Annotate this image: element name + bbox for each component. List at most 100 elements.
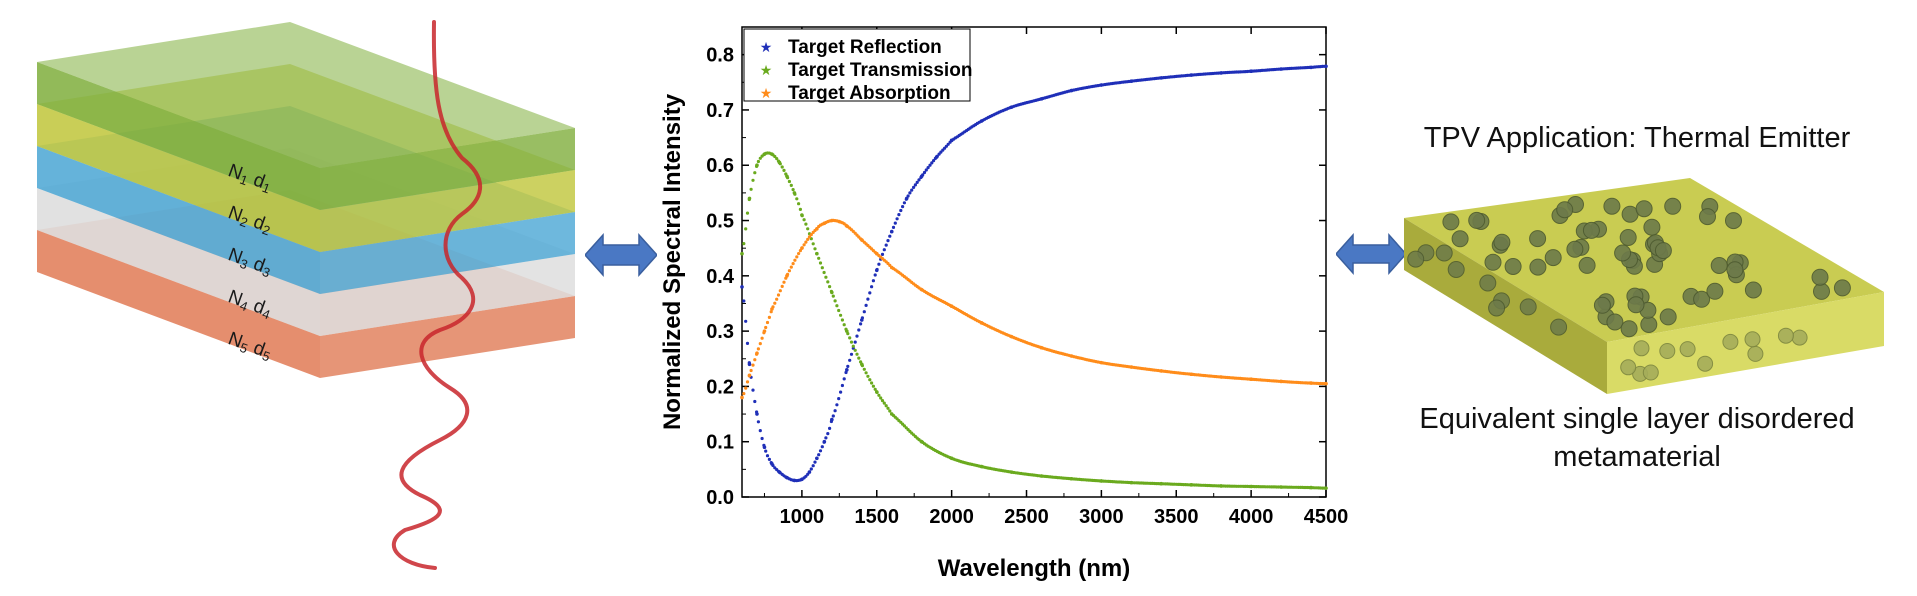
nanoparticle bbox=[1488, 299, 1506, 317]
nanoparticle bbox=[1556, 201, 1574, 219]
nanoparticle bbox=[1544, 249, 1562, 267]
nanoparticle bbox=[1706, 282, 1724, 300]
curve-marker bbox=[824, 436, 828, 440]
curve-marker bbox=[789, 183, 793, 187]
x-tick-label: 3000 bbox=[1079, 506, 1124, 528]
curve-marker bbox=[866, 374, 870, 378]
curve-marker bbox=[868, 378, 872, 382]
curve-marker bbox=[899, 208, 903, 213]
curve-marker bbox=[798, 249, 802, 253]
legend-entry: Target Reflection bbox=[788, 37, 942, 58]
curve-marker bbox=[762, 443, 766, 447]
curve-marker bbox=[860, 364, 864, 368]
nanoparticle bbox=[1833, 279, 1851, 297]
curve-marker bbox=[751, 178, 755, 182]
double-arrow-right bbox=[1336, 233, 1406, 275]
curve-marker bbox=[922, 170, 927, 175]
x-tick-label: 4500 bbox=[1304, 506, 1349, 528]
layer-front-face bbox=[37, 188, 320, 336]
nanoparticle bbox=[1659, 343, 1676, 359]
x-tick-label: 2500 bbox=[1004, 506, 1049, 528]
curve-marker bbox=[769, 461, 773, 465]
curve-marker bbox=[778, 289, 782, 293]
curve-marker bbox=[809, 233, 813, 237]
curve-marker bbox=[888, 234, 892, 238]
curve-marker bbox=[802, 243, 806, 247]
curve-marker bbox=[744, 227, 748, 231]
curve-marker bbox=[786, 272, 790, 276]
y-tick-label: 0.2 bbox=[706, 376, 734, 398]
curve-marker bbox=[844, 327, 848, 331]
nanoparticle bbox=[1550, 318, 1568, 336]
curve-marker bbox=[782, 280, 786, 284]
curve-marker bbox=[822, 440, 826, 444]
curve-marker bbox=[760, 336, 764, 340]
curve-marker bbox=[828, 426, 832, 430]
series-target-transmission bbox=[740, 151, 1328, 490]
curve-marker bbox=[866, 297, 870, 301]
curve-marker bbox=[771, 463, 775, 468]
curve-marker bbox=[742, 392, 746, 396]
curve-marker bbox=[864, 303, 868, 307]
curve-marker bbox=[755, 164, 759, 168]
curve-marker bbox=[751, 363, 755, 367]
y-tick-label: 0.8 bbox=[706, 45, 734, 67]
nanoparticle bbox=[1633, 340, 1650, 357]
curve-marker bbox=[751, 388, 755, 392]
legend-marker: ★ bbox=[760, 62, 773, 78]
curve-marker bbox=[820, 445, 824, 449]
curve-marker bbox=[813, 460, 817, 464]
curve-marker bbox=[835, 403, 839, 407]
curve-marker bbox=[776, 159, 781, 163]
layer-label-4: N4d4 bbox=[225, 286, 275, 322]
nanoparticle bbox=[1407, 250, 1425, 268]
y-tick-label: 0.0 bbox=[706, 487, 734, 509]
curve-marker bbox=[756, 347, 760, 351]
curve-marker bbox=[824, 275, 828, 279]
curve-marker bbox=[855, 352, 859, 356]
curve-marker bbox=[839, 313, 843, 317]
nanoparticle bbox=[1606, 313, 1624, 331]
nanoparticle bbox=[1777, 327, 1794, 344]
curve-marker bbox=[886, 239, 890, 243]
curve-marker bbox=[811, 464, 815, 468]
curve-marker bbox=[860, 316, 864, 320]
curve-marker bbox=[800, 246, 804, 250]
curve-marker bbox=[939, 150, 943, 154]
curve-marker bbox=[809, 467, 813, 471]
curve-marker bbox=[807, 235, 812, 239]
curve-marker bbox=[764, 325, 768, 330]
curve-marker bbox=[797, 202, 801, 206]
curve-marker bbox=[802, 218, 806, 222]
curve-marker bbox=[875, 390, 879, 394]
curve-marker bbox=[755, 352, 759, 356]
curve-marker bbox=[1324, 382, 1328, 386]
nanoparticle bbox=[1640, 316, 1658, 333]
layer-label-1: N1d1 bbox=[225, 160, 275, 196]
curve-marker bbox=[902, 201, 906, 205]
curve-marker bbox=[908, 191, 912, 195]
legend-entry: Target Absorption bbox=[788, 83, 951, 104]
curve-marker bbox=[745, 341, 750, 345]
curve-marker bbox=[857, 356, 861, 360]
nanoparticle bbox=[1811, 268, 1829, 286]
curve-marker bbox=[769, 310, 773, 314]
curve-marker bbox=[904, 197, 908, 201]
nanoparticle bbox=[1493, 233, 1511, 251]
nanoparticle bbox=[1642, 364, 1659, 381]
curve-marker bbox=[740, 285, 744, 289]
curve-marker bbox=[862, 367, 866, 371]
caption-line-2: metamaterial bbox=[1553, 441, 1721, 473]
curve-marker bbox=[826, 432, 830, 436]
nanoparticle bbox=[1451, 230, 1469, 248]
layer-front-face bbox=[37, 230, 320, 378]
curve-marker bbox=[839, 390, 843, 394]
curve-marker bbox=[756, 159, 760, 164]
nanoparticle bbox=[1635, 200, 1653, 218]
curve-marker bbox=[740, 252, 744, 256]
series-target-absorption bbox=[740, 218, 1328, 400]
curve-marker bbox=[780, 165, 784, 169]
curve-marker bbox=[815, 227, 819, 231]
curve-marker bbox=[753, 399, 757, 404]
curve-marker bbox=[932, 159, 936, 163]
